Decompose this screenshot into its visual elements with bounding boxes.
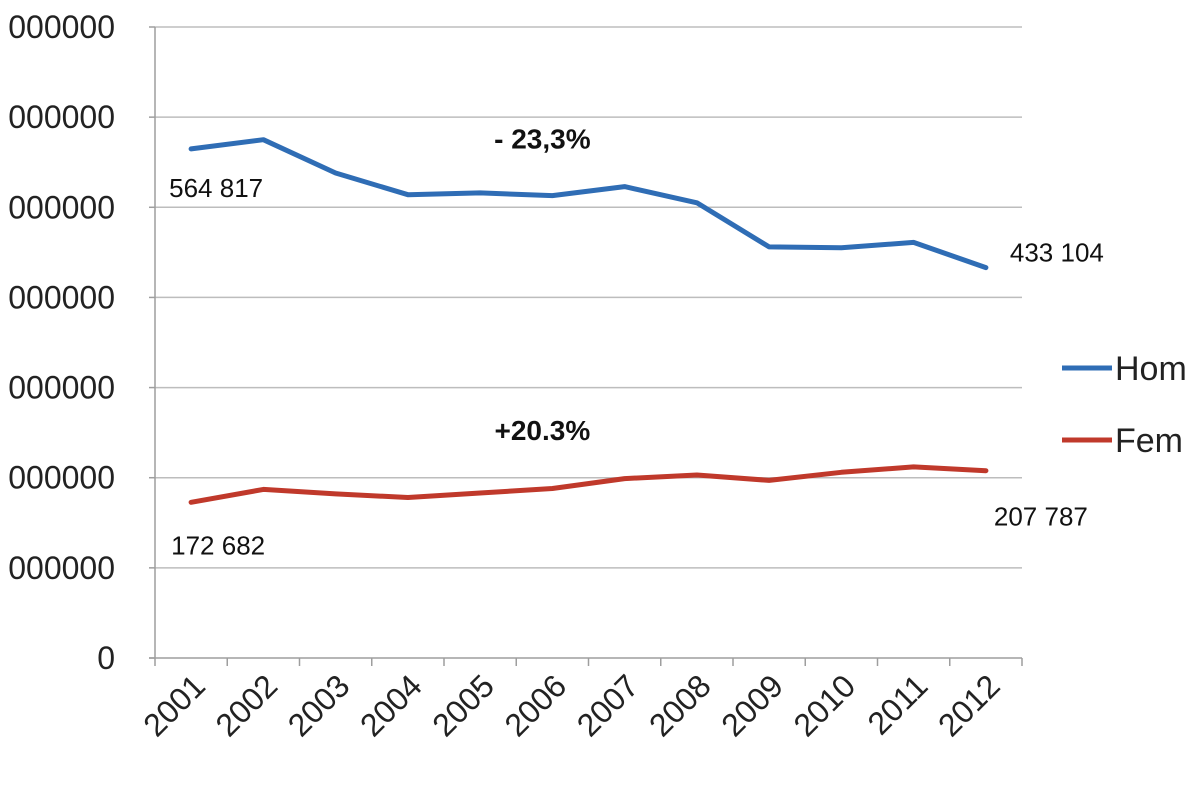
data-point <box>767 478 772 483</box>
data-point <box>694 200 699 205</box>
data-point <box>261 137 266 142</box>
data-point <box>333 491 338 496</box>
x-tick-label: 2008 <box>642 667 718 743</box>
series-line-0 <box>188 137 989 271</box>
legend: Hom Fem <box>1062 350 1187 460</box>
data-point <box>478 491 483 496</box>
legend-label-0: Hom <box>1115 350 1187 388</box>
x-tick-label: 2007 <box>570 667 646 743</box>
y-tick-label: 000000 <box>8 189 115 225</box>
data-point <box>983 468 988 473</box>
x-tick-label: 2004 <box>353 667 429 743</box>
y-tick-label: 000000 <box>8 370 115 406</box>
x-tick-label: 2011 <box>860 667 934 741</box>
x-tick-label: 2002 <box>209 667 285 743</box>
series-line-1 <box>188 464 989 505</box>
data-point <box>694 473 699 478</box>
grid-layer <box>155 26 1022 569</box>
data-point <box>189 500 194 505</box>
x-tick-label: 2010 <box>787 667 863 743</box>
x-tick-label: 2012 <box>931 667 1007 743</box>
y-tick-label: 000000 <box>8 9 115 45</box>
data-point <box>911 240 916 245</box>
axis-layer: 0000000000000000000000000000000000000000… <box>8 9 1023 743</box>
y-tick-label: 000000 <box>8 279 115 315</box>
y-tick-label: 000000 <box>8 460 115 496</box>
data-point <box>622 184 627 189</box>
data-point <box>767 244 772 249</box>
data-point <box>839 245 844 250</box>
data-label: 564 817 <box>169 173 263 203</box>
data-point <box>550 193 555 198</box>
series-layer <box>188 137 989 505</box>
x-tick-label: 2001 <box>136 667 212 743</box>
x-tick-label: 2003 <box>281 667 357 743</box>
change-annotation: - 23,3% <box>494 124 591 155</box>
data-point <box>261 487 266 492</box>
data-point <box>405 495 410 500</box>
data-label: 207 787 <box>994 502 1088 532</box>
y-tick-label: 000000 <box>8 99 115 135</box>
data-label: 172 682 <box>171 530 265 560</box>
data-point <box>622 476 627 481</box>
x-tick-label: 2006 <box>498 667 574 743</box>
change-annotation: +20.3% <box>495 415 591 446</box>
data-point <box>189 146 194 151</box>
legend-label-1: Fem <box>1115 422 1183 460</box>
data-point <box>550 486 555 491</box>
x-tick-label: 2005 <box>425 667 501 743</box>
data-label: 433 104 <box>1010 238 1104 268</box>
x-tick-label: 2009 <box>714 667 790 743</box>
label-layer: 564 817 433 104 172 682 207 787 - 23,3% +20.3… <box>169 124 1104 561</box>
y-tick-label: 000000 <box>8 550 115 586</box>
data-point <box>333 171 338 176</box>
data-point <box>405 192 410 197</box>
data-point <box>839 470 844 475</box>
data-point <box>911 464 916 469</box>
data-point <box>983 265 988 270</box>
data-point <box>478 190 483 195</box>
y-tick-label: 0 <box>97 640 115 676</box>
